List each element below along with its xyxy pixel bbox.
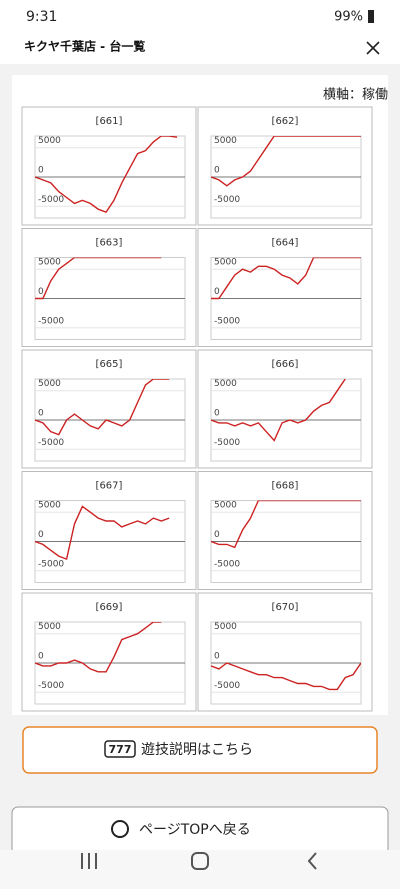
y-tick-label: 0 xyxy=(214,166,220,176)
chart-frame xyxy=(21,592,197,712)
y-tick-label: -5000 xyxy=(38,559,64,569)
chart-frame xyxy=(197,106,373,226)
data-line xyxy=(35,505,170,561)
mini-chart: [666] 5000 0 -5000 xyxy=(197,349,373,469)
top-icon xyxy=(111,820,129,838)
mini-chart: [669] 5000 0 -5000 xyxy=(21,592,197,712)
y-tick-label: 0 xyxy=(38,166,44,176)
y-tick-label: 5000 xyxy=(38,136,61,146)
chart-title: [664] xyxy=(272,238,299,249)
guide-label: 遊技説明はこちら xyxy=(141,742,253,758)
chart-frame xyxy=(21,228,197,347)
y-tick-label: 0 xyxy=(38,530,44,540)
guide-button[interactable] xyxy=(22,726,378,774)
data-line xyxy=(211,136,361,187)
y-tick-label: 0 xyxy=(38,409,44,419)
top-label: ページTOPへ戻る xyxy=(139,822,251,838)
y-tick-label: -5000 xyxy=(214,195,240,205)
chart-frame xyxy=(21,349,197,469)
battery-icon xyxy=(368,10,374,23)
chart-frame xyxy=(197,592,373,712)
y-tick-label: -5000 xyxy=(214,316,240,326)
guide-icon: 777 xyxy=(109,743,132,756)
y-tick-label: -5000 xyxy=(38,681,64,691)
guide-icon-box xyxy=(104,740,136,758)
chart-frame xyxy=(197,349,373,469)
y-tick-label: 0 xyxy=(38,652,44,662)
chart-frame xyxy=(197,471,373,590)
data-line xyxy=(35,136,178,213)
data-line xyxy=(211,379,346,442)
chart-title: [665] xyxy=(96,359,123,370)
y-tick-label: 0 xyxy=(214,652,220,662)
mini-chart: [668] 5000 0 -5000 xyxy=(197,471,373,590)
y-tick-label: 5000 xyxy=(38,622,61,632)
y-tick-label: -5000 xyxy=(214,438,240,448)
chart-grid: [661] 5000 0 -5000 [662] 5000 0 -5000 [663] 5000 0… xyxy=(21,106,373,712)
data-line xyxy=(35,622,162,673)
chart-title: [663] xyxy=(96,238,123,249)
close-button[interactable] xyxy=(366,41,380,55)
mini-chart: [663] 5000 0 -5000 xyxy=(21,228,197,347)
y-tick-label: 5000 xyxy=(214,136,237,146)
page-title: キクヤ千葉店 - 台一覧 xyxy=(24,39,145,54)
y-tick-label: -5000 xyxy=(38,438,64,448)
data-line xyxy=(35,379,170,436)
y-tick-label: -5000 xyxy=(38,316,64,326)
chart-title: [667] xyxy=(96,481,123,492)
nav-buttons[interactable] xyxy=(81,852,317,870)
clock: 9:31 xyxy=(26,9,57,25)
chart-title: [666] xyxy=(272,359,299,370)
chart-title: [668] xyxy=(272,481,299,492)
mini-chart: [670] 5000 0 -5000 xyxy=(197,592,373,712)
mini-chart: [665] 5000 0 -5000 xyxy=(21,349,197,469)
mini-chart: [664] 5000 0 -5000 xyxy=(197,228,373,347)
chart-frame xyxy=(21,106,197,226)
data-line xyxy=(211,500,361,549)
chart-title: [669] xyxy=(96,602,123,613)
chart-title: [662] xyxy=(272,116,299,127)
y-tick-label: 5000 xyxy=(214,622,237,632)
y-tick-label: 0 xyxy=(38,287,44,297)
mini-chart: [662] 5000 0 -5000 xyxy=(197,106,373,226)
y-tick-label: 0 xyxy=(214,287,220,297)
mini-chart: [667] 5000 0 -5000 xyxy=(21,471,197,590)
y-tick-label: -5000 xyxy=(214,681,240,691)
data-line xyxy=(35,257,162,300)
y-tick-label: 5000 xyxy=(38,501,61,511)
chart-frame xyxy=(21,471,197,590)
mini-chart: [661] 5000 0 -5000 xyxy=(21,106,197,226)
y-tick-label: -5000 xyxy=(214,559,240,569)
chart-title: [670] xyxy=(272,602,299,613)
y-tick-label: 5000 xyxy=(38,379,61,389)
y-tick-label: 5000 xyxy=(38,258,61,268)
y-tick-label: -5000 xyxy=(38,195,64,205)
chart-title: [661] xyxy=(96,116,123,127)
data-line xyxy=(211,662,361,691)
axis-note: 横軸：稼働 xyxy=(323,88,388,103)
battery: 99% xyxy=(334,10,363,25)
y-tick-label: 5000 xyxy=(214,379,237,389)
y-tick-label: 5000 xyxy=(214,258,237,268)
y-tick-label: 0 xyxy=(214,530,220,540)
y-tick-label: 5000 xyxy=(214,501,237,511)
y-tick-label: 0 xyxy=(214,409,220,419)
data-line xyxy=(211,257,361,300)
